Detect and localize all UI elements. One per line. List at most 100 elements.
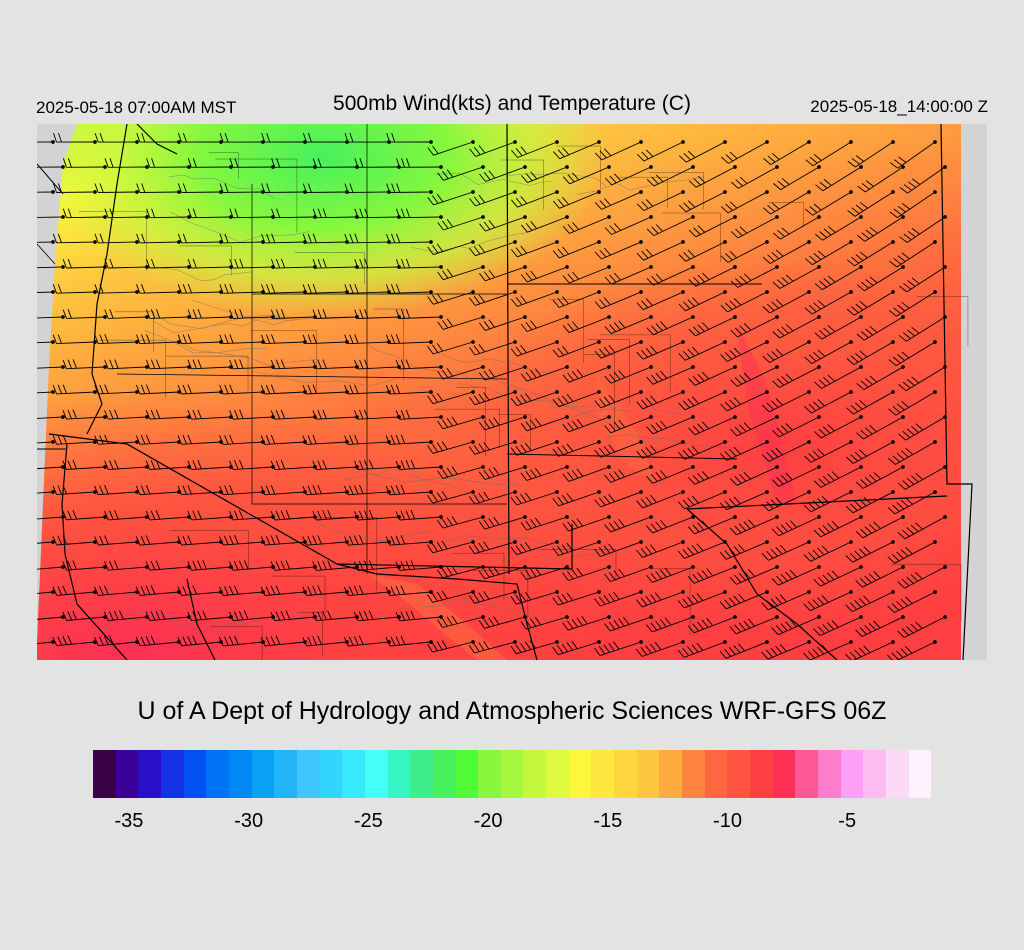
- wind-barb: [312, 158, 359, 169]
- wind-barb: [847, 240, 895, 267]
- wind-barb: [146, 208, 191, 219]
- wind-barb: [478, 415, 527, 431]
- wind-barb: [771, 515, 821, 537]
- colorbar-cell: [568, 750, 592, 798]
- wind-barb: [688, 415, 737, 436]
- wind-barb: [344, 484, 391, 496]
- colorbar-cell: [704, 750, 728, 798]
- wind-barb: [846, 390, 895, 415]
- wind-barb: [395, 510, 443, 521]
- wind-barb: [815, 215, 863, 241]
- wind-barb: [562, 365, 611, 383]
- wind-barb: [510, 390, 559, 407]
- forecast-map-svg: [37, 124, 987, 660]
- wind-barb: [145, 309, 191, 319]
- wind-barb: [187, 208, 233, 219]
- wind-barb: [636, 140, 685, 162]
- wind-barb: [479, 165, 527, 182]
- wind-barb: [510, 540, 559, 556]
- wind-barb: [552, 390, 601, 408]
- wind-barb: [678, 340, 727, 361]
- wind-barb: [104, 409, 149, 420]
- wind-barb: [552, 490, 601, 507]
- wind-barb: [636, 440, 685, 459]
- wind-barb: [898, 415, 947, 441]
- wind-barb: [562, 465, 611, 482]
- wind-barb: [427, 190, 475, 206]
- wind-barb: [353, 560, 401, 571]
- wind-barb: [354, 459, 401, 471]
- valid-time-label: 2025-05-18_14:00:00 Z: [810, 97, 988, 116]
- wind-barb: [562, 315, 611, 334]
- colorbar-cell: [342, 750, 365, 798]
- wind-barb: [103, 610, 149, 622]
- wind-barb: [646, 265, 695, 286]
- wind-barb: [135, 485, 181, 496]
- colorbar-cell: [840, 750, 864, 798]
- wind-barb: [604, 565, 653, 582]
- wind-barb: [427, 140, 475, 156]
- wind-barb: [260, 635, 307, 647]
- wind-barb: [594, 390, 643, 409]
- wind-barb: [678, 140, 727, 163]
- wind-barb: [219, 585, 265, 596]
- wind-barb: [94, 284, 139, 294]
- wind-barb: [437, 365, 485, 380]
- colorbar-cell: [795, 750, 818, 798]
- wind-barb: [520, 615, 569, 630]
- wind-barb: [177, 183, 223, 194]
- wind-barb: [677, 640, 727, 658]
- colorbar-tick-label: -20: [473, 810, 503, 832]
- wind-barb: [344, 384, 391, 395]
- wind-barb: [469, 340, 517, 356]
- wind-barb: [771, 565, 821, 586]
- wind-barb: [62, 258, 107, 269]
- wind-barb: [94, 233, 139, 244]
- colorbar-tick-label: -10: [713, 810, 742, 832]
- wind-barb: [52, 334, 97, 345]
- wind-barb: [887, 540, 937, 564]
- wind-barb: [510, 340, 559, 357]
- wind-barb: [636, 240, 685, 261]
- wind-barb: [678, 240, 727, 262]
- wind-barb: [229, 208, 275, 219]
- wind-barb: [37, 140, 55, 144]
- wind-barb: [37, 315, 65, 319]
- wind-barb: [594, 540, 643, 557]
- colorbar-cell: [115, 750, 139, 798]
- wind-barb: [845, 490, 895, 514]
- wind-barb: [354, 258, 401, 269]
- wind-barb: [37, 565, 65, 570]
- wind-barb: [845, 440, 895, 464]
- wind-barb: [437, 615, 485, 628]
- wind-barb: [520, 215, 569, 233]
- wind-barb: [604, 465, 653, 483]
- wind-barb: [177, 434, 223, 445]
- wind-barb: [270, 460, 317, 471]
- wind-barb: [344, 183, 391, 194]
- wind-barb: [772, 215, 821, 240]
- wind-barb: [562, 165, 611, 185]
- colorbar-cell: [228, 750, 252, 798]
- wind-barb: [510, 490, 559, 506]
- wind-barb: [469, 240, 517, 257]
- wind-barb: [646, 465, 695, 484]
- wind-barb: [510, 290, 559, 307]
- wind-barb: [135, 635, 181, 647]
- wind-barb: [62, 309, 107, 319]
- colorbar-cell: [908, 750, 932, 798]
- wind-barb: [773, 165, 821, 190]
- wind-barb: [187, 409, 233, 420]
- credit-line: U of A Dept of Hydrology and Atmospheric…: [137, 697, 887, 725]
- wind-barb: [687, 515, 737, 535]
- wind-barb: [805, 190, 853, 216]
- wind-barb: [312, 460, 359, 471]
- wind-barb: [385, 434, 433, 445]
- wind-barb: [385, 283, 433, 294]
- wind-barb: [136, 284, 181, 294]
- wind-barb: [594, 290, 643, 310]
- wind-barb: [645, 615, 695, 633]
- colorbar-cell: [410, 750, 433, 798]
- wind-barb: [395, 258, 443, 269]
- wind-barb: [468, 540, 517, 555]
